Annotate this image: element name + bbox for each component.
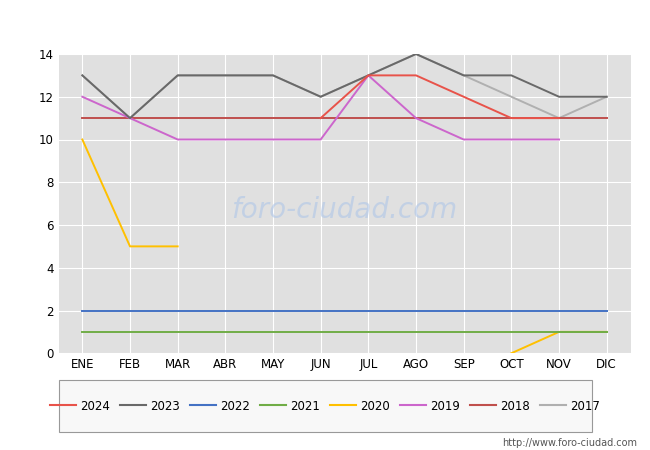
Text: http://www.foro-ciudad.com: http://www.foro-ciudad.com [502,438,637,448]
FancyBboxPatch shape [58,380,592,432]
Legend: 2024, 2023, 2022, 2021, 2020, 2019, 2018, 2017: 2024, 2023, 2022, 2021, 2020, 2019, 2018… [45,395,605,417]
Text: Afiliados en Losacio a 31/5/2024: Afiliados en Losacio a 31/5/2024 [179,14,471,33]
Text: foro-ciudad.com: foro-ciudad.com [231,196,458,224]
